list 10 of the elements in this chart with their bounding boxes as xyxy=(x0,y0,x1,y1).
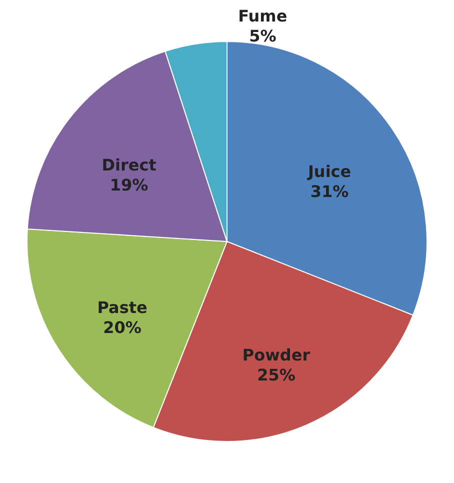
slice-label: Paste xyxy=(97,298,148,317)
slice-label: Juice xyxy=(306,162,352,181)
data-label: 5% xyxy=(249,26,276,46)
data-label: 20% xyxy=(103,318,142,337)
slice-label: Direct xyxy=(102,156,157,174)
slice-label: Fume xyxy=(238,6,288,26)
data-label: 25% xyxy=(257,365,296,384)
data-label: 31% xyxy=(310,182,349,201)
slice-label: Powder xyxy=(242,345,310,364)
data-label: 19% xyxy=(110,176,148,194)
